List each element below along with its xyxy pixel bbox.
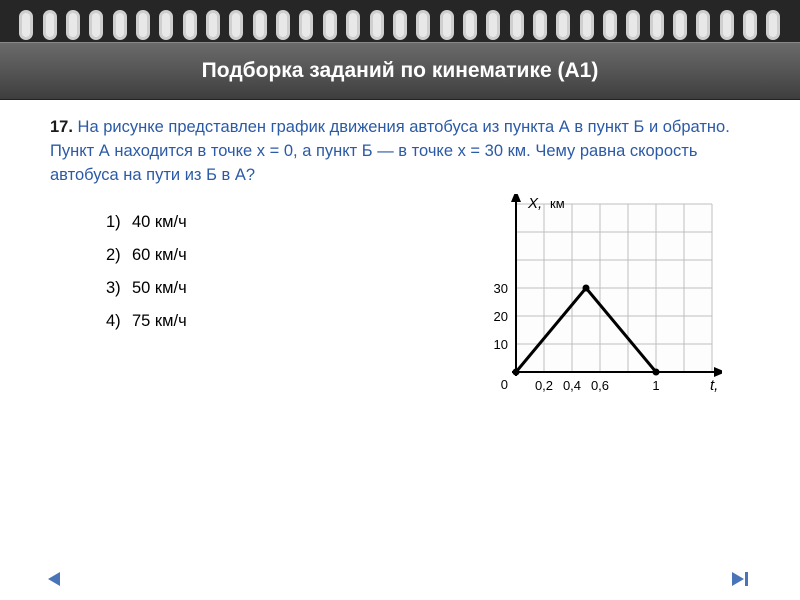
binding-ring <box>229 10 243 40</box>
page-title: Подборка заданий по кинематике (А1) <box>202 59 599 83</box>
binding-ring <box>299 10 313 40</box>
prev-button[interactable] <box>40 566 76 592</box>
svg-text:км: км <box>550 196 565 211</box>
chart-container: 10203000,20,410,6X,кмt,ч <box>474 194 722 411</box>
problem-text: 17. На рисунке представлен график движен… <box>50 116 750 188</box>
binding-ring <box>696 10 710 40</box>
body-row: 1)40 км/ч2)60 км/ч3)50 км/ч4)75 км/ч 102… <box>50 188 750 411</box>
binding-ring <box>276 10 290 40</box>
title-bar: Подборка заданий по кинематике (А1) <box>0 42 800 100</box>
svg-text:30: 30 <box>494 281 508 296</box>
binding-ring <box>346 10 360 40</box>
option-number: 1) <box>106 206 132 239</box>
binding-ring <box>416 10 430 40</box>
option-text: 75 км/ч <box>132 312 187 330</box>
binding-ring <box>650 10 664 40</box>
option-text: 40 км/ч <box>132 213 187 231</box>
svg-text:0,6: 0,6 <box>591 378 609 393</box>
binding-ring <box>136 10 150 40</box>
content-area: 17. На рисунке представлен график движен… <box>0 100 800 411</box>
option-number: 3) <box>106 272 132 305</box>
binding-ring <box>533 10 547 40</box>
binding-ring <box>370 10 384 40</box>
svg-text:t,: t, <box>710 377 718 394</box>
answer-option: 1)40 км/ч <box>106 206 187 239</box>
binding-ring <box>556 10 570 40</box>
prev-arrow-icon <box>46 570 70 588</box>
motion-chart: 10203000,20,410,6X,кмt,ч <box>474 194 722 406</box>
binding-ring <box>206 10 220 40</box>
svg-text:20: 20 <box>494 309 508 324</box>
binding-ring <box>113 10 127 40</box>
binding-ring <box>440 10 454 40</box>
answer-option: 2)60 км/ч <box>106 239 187 272</box>
svg-text:10: 10 <box>494 337 508 352</box>
binding-ring <box>673 10 687 40</box>
answer-option: 3)50 км/ч <box>106 272 187 305</box>
nav-bar <box>0 566 800 592</box>
binding-ring <box>603 10 617 40</box>
option-text: 60 км/ч <box>132 246 187 264</box>
binding-ring <box>253 10 267 40</box>
binding-ring <box>766 10 780 40</box>
spiral-binding <box>0 0 800 42</box>
binding-ring <box>66 10 80 40</box>
binding-ring <box>43 10 57 40</box>
binding-ring <box>580 10 594 40</box>
binding-ring <box>720 10 734 40</box>
problem-body: На рисунке представлен график движения а… <box>50 118 730 184</box>
svg-text:X,: X, <box>527 195 542 212</box>
answer-option: 4)75 км/ч <box>106 305 187 338</box>
binding-ring <box>19 10 33 40</box>
svg-text:0,4: 0,4 <box>563 378 581 393</box>
binding-ring <box>89 10 103 40</box>
binding-ring <box>626 10 640 40</box>
binding-ring <box>486 10 500 40</box>
option-number: 2) <box>106 239 132 272</box>
problem-number: 17. <box>50 118 73 136</box>
binding-ring <box>393 10 407 40</box>
binding-ring <box>743 10 757 40</box>
binding-ring <box>323 10 337 40</box>
svg-text:0: 0 <box>501 377 508 392</box>
option-text: 50 км/ч <box>132 279 187 297</box>
answer-options: 1)40 км/ч2)60 км/ч3)50 км/ч4)75 км/ч <box>106 206 187 338</box>
svg-text:1: 1 <box>652 378 659 393</box>
binding-ring <box>159 10 173 40</box>
option-number: 4) <box>106 305 132 338</box>
binding-ring <box>510 10 524 40</box>
next-end-button[interactable] <box>724 566 760 592</box>
binding-ring <box>463 10 477 40</box>
binding-ring <box>183 10 197 40</box>
svg-text:0,2: 0,2 <box>535 378 553 393</box>
next-end-icon <box>730 570 754 588</box>
